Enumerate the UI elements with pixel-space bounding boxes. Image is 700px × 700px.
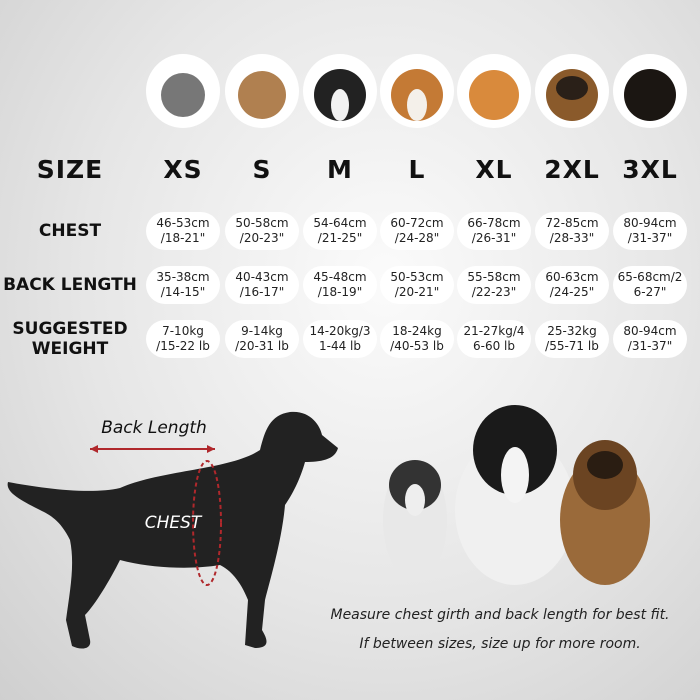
text-line: 45-48cm bbox=[313, 270, 367, 284]
text-line: 40-43cm bbox=[235, 270, 289, 284]
text-line: /31-37" bbox=[627, 339, 673, 353]
size-cell: 50-58cm/20-23" bbox=[225, 212, 299, 250]
size-header: L bbox=[408, 155, 426, 184]
size-cell: 46-53cm/18-21" bbox=[146, 212, 220, 250]
size-cell: 60-63cm/24-25" bbox=[535, 266, 609, 304]
text-line: /55-71 lb bbox=[545, 339, 599, 353]
size-cell: 50-53cm/20-21" bbox=[380, 266, 454, 304]
text-line: 1-44 lb bbox=[319, 339, 361, 353]
size-header: 2XL bbox=[544, 155, 600, 184]
text-line: 35-38cm bbox=[156, 270, 210, 284]
size-cell: 65-68cm/2 6-27" bbox=[613, 266, 687, 304]
text-line: /31-37" bbox=[627, 231, 673, 245]
text-line: /20-31 lb bbox=[235, 339, 289, 353]
size-header: M bbox=[327, 155, 353, 184]
size-cell: 18-24kg/40-53 lb bbox=[380, 320, 454, 358]
text-line: 66-78cm bbox=[467, 216, 521, 230]
size-cell: 7-10kg/15-22 lb bbox=[146, 320, 220, 358]
dog-photos bbox=[383, 405, 650, 585]
text-line: 21-27kg/4 bbox=[463, 324, 525, 338]
size-cell: 35-38cm/14-15" bbox=[146, 266, 220, 304]
text-line: /21-25" bbox=[317, 231, 363, 245]
chest-label: CHEST bbox=[145, 513, 203, 533]
text-line: 6-27" bbox=[633, 285, 667, 299]
text-line: 18-24kg bbox=[392, 324, 442, 338]
text-line: BACK LENGTH bbox=[3, 275, 137, 295]
text-line: 55-58cm bbox=[467, 270, 521, 284]
text-line: 80-94cm bbox=[623, 324, 677, 338]
row-label: CHEST bbox=[0, 221, 140, 241]
text-line: 46-53cm bbox=[156, 216, 210, 230]
text-line: /40-53 lb bbox=[390, 339, 444, 353]
size-header: 3XL bbox=[622, 155, 678, 184]
text-line: 72-85cm bbox=[545, 216, 599, 230]
text-line: WEIGHT bbox=[31, 339, 109, 359]
text-line: /20-21" bbox=[394, 285, 440, 299]
caption: If between sizes, size up for more room. bbox=[359, 636, 641, 652]
text-line: /20-23" bbox=[239, 231, 285, 245]
text-line: /15-22 lb bbox=[156, 339, 210, 353]
size-cell: 55-58cm/22-23" bbox=[457, 266, 531, 304]
text-line: /28-33" bbox=[549, 231, 595, 245]
text-line: /16-17" bbox=[239, 285, 285, 299]
size-cell: 45-48cm/18-19" bbox=[303, 266, 377, 304]
text-line: /24-25" bbox=[549, 285, 595, 299]
size-cell: 14-20kg/3 1-44 lb bbox=[303, 320, 377, 358]
dog-silhouette bbox=[7, 411, 338, 649]
size-cell: 80-94cm/31-37" bbox=[613, 320, 687, 358]
size-cell: 54-64cm/21-25" bbox=[303, 212, 377, 250]
size-label: SIZE bbox=[36, 155, 104, 184]
size-header: XS bbox=[163, 155, 203, 184]
dog-avatars bbox=[146, 54, 687, 128]
text-line: /26-31" bbox=[471, 231, 517, 245]
text-line: /22-23" bbox=[471, 285, 517, 299]
text-line: /18-21" bbox=[160, 231, 206, 245]
size-header: XL bbox=[475, 155, 513, 184]
text-line: /18-19" bbox=[317, 285, 363, 299]
text-line: 25-32kg bbox=[547, 324, 597, 338]
text-line: /24-28" bbox=[394, 231, 440, 245]
text-line: 14-20kg/3 bbox=[309, 324, 371, 338]
caption: Measure chest girth and back length for … bbox=[330, 607, 670, 623]
text-line: 60-63cm bbox=[545, 270, 599, 284]
text-line: 50-58cm bbox=[235, 216, 289, 230]
back-length-label: Back Length bbox=[101, 418, 207, 438]
size-cell: 80-94cm/31-37" bbox=[613, 212, 687, 250]
size-cell: 66-78cm/26-31" bbox=[457, 212, 531, 250]
text-line: 54-64cm bbox=[313, 216, 367, 230]
text-line: CHEST bbox=[38, 221, 102, 241]
text-line: 60-72cm bbox=[390, 216, 444, 230]
text-line: /14-15" bbox=[160, 285, 206, 299]
size-cell: 60-72cm/24-28" bbox=[380, 212, 454, 250]
size-cell: 21-27kg/4 6-60 lb bbox=[457, 320, 531, 358]
text-line: 9-14kg bbox=[241, 324, 283, 338]
size-header: S bbox=[252, 155, 272, 184]
size-cell: 9-14kg/20-31 lb bbox=[225, 320, 299, 358]
row-label: SUGGESTED WEIGHT bbox=[0, 319, 140, 359]
text-line: SUGGESTED bbox=[12, 319, 128, 339]
text-line: 6-60 lb bbox=[473, 339, 515, 353]
row-label: BACK LENGTH bbox=[0, 275, 140, 295]
text-line: 7-10kg bbox=[162, 324, 204, 338]
size-cell: 72-85cm/28-33" bbox=[535, 212, 609, 250]
text-line: 50-53cm bbox=[390, 270, 444, 284]
text-line: 65-68cm/2 bbox=[617, 270, 683, 284]
size-cell: 25-32kg/55-71 lb bbox=[535, 320, 609, 358]
size-cell: 40-43cm/16-17" bbox=[225, 266, 299, 304]
text-line: 80-94cm bbox=[623, 216, 677, 230]
